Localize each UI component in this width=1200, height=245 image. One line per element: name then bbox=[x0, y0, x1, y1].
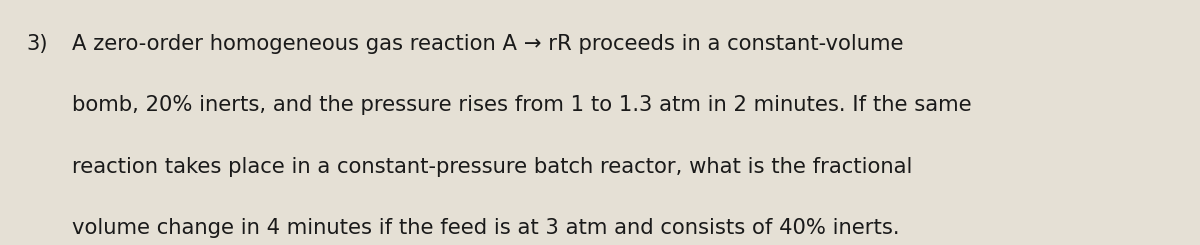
Text: bomb, 20% inerts, and the pressure rises from 1 to 1.3 atm in 2 minutes. If the : bomb, 20% inerts, and the pressure rises… bbox=[72, 95, 972, 115]
Text: A zero-order homogeneous gas reaction A → rR proceeds in a constant-volume: A zero-order homogeneous gas reaction A … bbox=[72, 34, 904, 54]
Text: 3): 3) bbox=[26, 34, 48, 54]
Text: reaction takes place in a constant-pressure batch reactor, what is the fractiona: reaction takes place in a constant-press… bbox=[72, 157, 912, 177]
Text: volume change in 4 minutes if the feed is at 3 atm and consists of 40% inerts.: volume change in 4 minutes if the feed i… bbox=[72, 218, 900, 238]
